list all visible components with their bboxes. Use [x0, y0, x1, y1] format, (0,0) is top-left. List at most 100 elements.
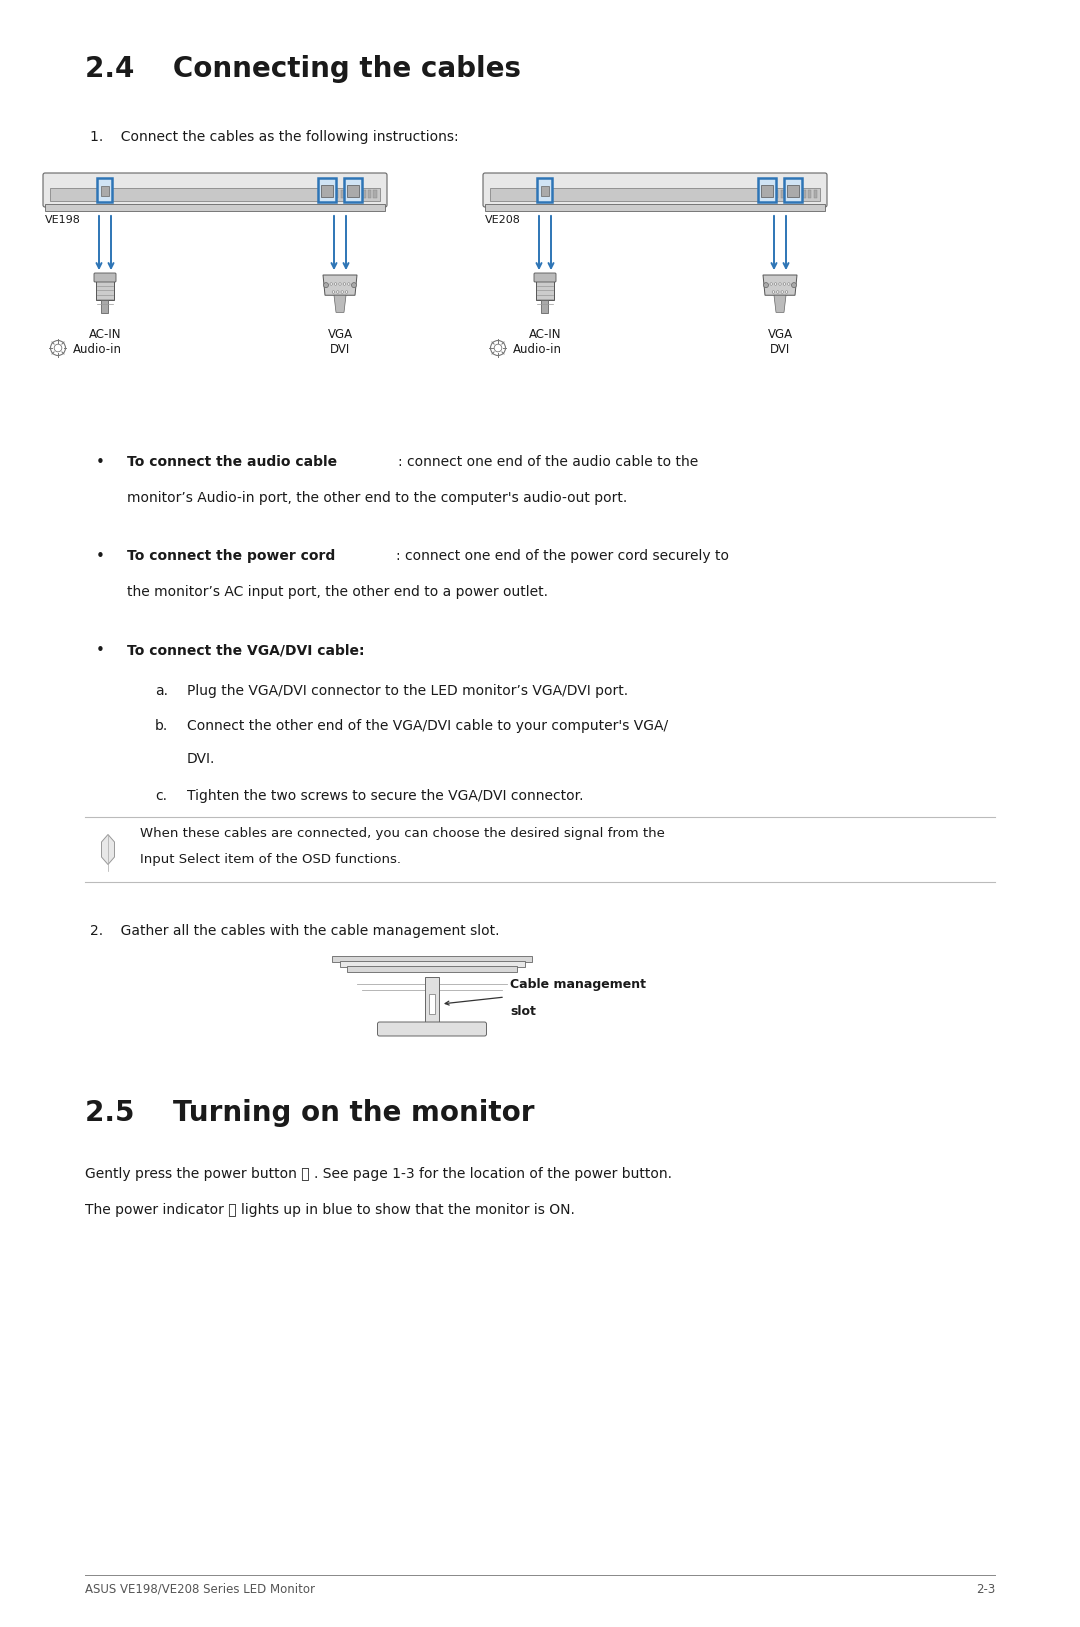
- Bar: [339, 960, 525, 966]
- Circle shape: [792, 283, 797, 288]
- Text: slot: slot: [510, 1005, 536, 1019]
- Text: AC-IN: AC-IN: [529, 329, 562, 342]
- Text: Input Select item of the OSD functions.: Input Select item of the OSD functions.: [140, 853, 401, 866]
- Text: Audio-in: Audio-in: [73, 343, 122, 356]
- Text: Plug the VGA/DVI connector to the LED monitor’s VGA/DVI port.: Plug the VGA/DVI connector to the LED mo…: [187, 683, 629, 698]
- Bar: [50, 189, 380, 202]
- Bar: [541, 185, 549, 195]
- Circle shape: [339, 283, 341, 285]
- Bar: [781, 190, 784, 198]
- FancyBboxPatch shape: [534, 273, 556, 281]
- Text: : connect one end of the audio cable to the: : connect one end of the audio cable to …: [399, 456, 699, 469]
- Bar: [775, 190, 779, 198]
- Bar: [340, 190, 343, 198]
- Text: To connect the VGA/DVI cable:: To connect the VGA/DVI cable:: [127, 643, 365, 657]
- Circle shape: [324, 283, 328, 288]
- Text: DVI.: DVI.: [187, 752, 215, 766]
- Text: : connect one end of the power cord securely to: : connect one end of the power cord secu…: [395, 548, 729, 563]
- Circle shape: [343, 283, 346, 285]
- Bar: [346, 190, 349, 198]
- Circle shape: [348, 283, 350, 285]
- Bar: [351, 190, 354, 198]
- Circle shape: [770, 283, 772, 285]
- Text: the monitor’s AC input port, the other end to a power outlet.: the monitor’s AC input port, the other e…: [127, 586, 548, 599]
- Text: •: •: [95, 456, 105, 470]
- Text: VE208: VE208: [485, 215, 521, 225]
- Circle shape: [341, 291, 343, 293]
- Bar: [357, 190, 361, 198]
- Circle shape: [335, 283, 337, 285]
- Text: VGA: VGA: [768, 329, 793, 342]
- Bar: [808, 190, 811, 198]
- Text: •: •: [95, 548, 105, 565]
- Text: b.: b.: [156, 719, 168, 734]
- Bar: [363, 190, 366, 198]
- Polygon shape: [774, 294, 786, 312]
- Bar: [97, 177, 112, 202]
- Circle shape: [781, 291, 783, 293]
- Bar: [102, 185, 109, 195]
- FancyBboxPatch shape: [483, 172, 827, 207]
- Circle shape: [785, 291, 787, 293]
- Bar: [335, 190, 338, 198]
- Circle shape: [346, 291, 348, 293]
- Text: VE198: VE198: [45, 215, 81, 225]
- Bar: [102, 299, 108, 314]
- Circle shape: [787, 283, 789, 285]
- Text: a.: a.: [156, 683, 168, 698]
- Bar: [345, 177, 362, 202]
- FancyBboxPatch shape: [94, 273, 116, 281]
- Bar: [45, 203, 384, 212]
- Text: To connect the power cord: To connect the power cord: [127, 548, 335, 563]
- Text: AC-IN: AC-IN: [89, 329, 121, 342]
- Bar: [347, 965, 517, 971]
- Bar: [536, 275, 554, 299]
- Circle shape: [333, 291, 335, 293]
- Polygon shape: [102, 835, 114, 864]
- Bar: [761, 185, 773, 197]
- Bar: [792, 190, 795, 198]
- Circle shape: [330, 283, 333, 285]
- Text: The power indicator ⏻ lights up in blue to show that the monitor is ON.: The power indicator ⏻ lights up in blue …: [85, 1202, 575, 1217]
- Text: DVI: DVI: [329, 343, 350, 356]
- Text: DVI: DVI: [770, 343, 791, 356]
- Bar: [321, 185, 333, 197]
- Bar: [541, 299, 549, 314]
- Text: c.: c.: [156, 789, 167, 804]
- Polygon shape: [762, 275, 797, 294]
- Text: monitor’s Audio-in port, the other end to the computer's audio-out port.: monitor’s Audio-in port, the other end t…: [127, 491, 627, 504]
- Text: Cable management: Cable management: [510, 978, 646, 991]
- Bar: [318, 177, 336, 202]
- Text: ASUS VE198/VE208 Series LED Monitor: ASUS VE198/VE208 Series LED Monitor: [85, 1583, 315, 1596]
- Polygon shape: [323, 275, 357, 294]
- Circle shape: [764, 283, 769, 288]
- Circle shape: [772, 291, 774, 293]
- Text: VGA: VGA: [327, 329, 352, 342]
- Bar: [784, 177, 802, 202]
- Bar: [802, 190, 806, 198]
- Text: 2-3: 2-3: [975, 1583, 995, 1596]
- Bar: [332, 955, 532, 962]
- Text: •: •: [95, 643, 105, 657]
- Circle shape: [783, 283, 785, 285]
- Circle shape: [774, 283, 777, 285]
- FancyBboxPatch shape: [43, 172, 387, 207]
- Text: 2.5    Turning on the monitor: 2.5 Turning on the monitor: [85, 1098, 535, 1128]
- Bar: [485, 203, 825, 212]
- Bar: [490, 189, 820, 202]
- Bar: [347, 185, 359, 197]
- Circle shape: [779, 283, 781, 285]
- Bar: [758, 177, 777, 202]
- Text: 2.4    Connecting the cables: 2.4 Connecting the cables: [85, 55, 521, 83]
- Bar: [787, 185, 799, 197]
- Bar: [96, 275, 114, 299]
- Circle shape: [337, 291, 339, 293]
- Bar: [538, 177, 553, 202]
- Bar: [797, 190, 800, 198]
- Text: 1.    Connect the cables as the following instructions:: 1. Connect the cables as the following i…: [90, 130, 459, 145]
- Bar: [426, 976, 438, 1022]
- Bar: [786, 190, 789, 198]
- Polygon shape: [334, 294, 346, 312]
- Circle shape: [351, 283, 356, 288]
- FancyBboxPatch shape: [378, 1022, 486, 1036]
